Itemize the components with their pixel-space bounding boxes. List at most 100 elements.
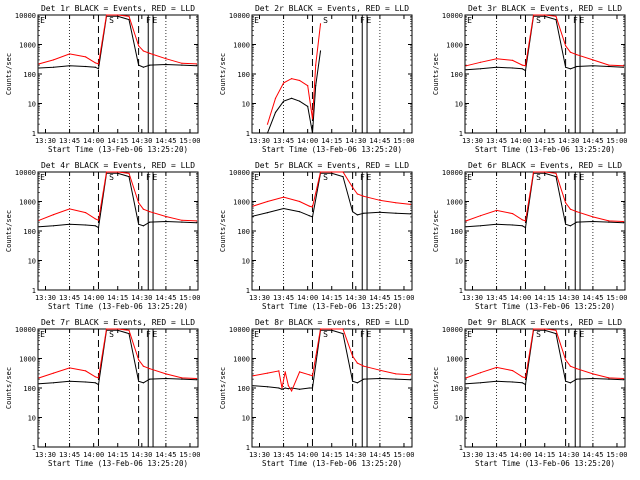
data-point-lld xyxy=(555,15,557,17)
x-tick-label: 14:00 xyxy=(297,294,318,302)
data-point-lld xyxy=(181,377,183,379)
data-point-events xyxy=(608,65,610,68)
data-point-lld xyxy=(311,118,314,120)
data-point-events xyxy=(511,381,514,383)
x-tick-label: 14:15 xyxy=(534,451,555,459)
y-tick-label: 10 xyxy=(242,258,250,266)
x-tick-label: 15:00 xyxy=(393,137,414,145)
axes-frame xyxy=(37,328,199,448)
panel-title: Det 1r BLACK = Events, RED = LLD xyxy=(41,4,195,13)
data-point-events xyxy=(308,387,310,389)
x-tick-label: 14:45 xyxy=(155,137,176,145)
data-point-lld xyxy=(356,362,358,364)
y-tick-label: 10 xyxy=(28,415,36,423)
data-point-lld xyxy=(565,202,567,204)
y-axis-label: Counts/sec xyxy=(219,210,227,252)
data-point-events xyxy=(94,382,96,384)
event-marker-label: E xyxy=(467,16,472,25)
axes-frame xyxy=(464,14,626,134)
data-point-events xyxy=(52,225,55,227)
data-point-events xyxy=(311,387,314,389)
y-tick-label: 100 xyxy=(450,228,463,236)
data-point-events xyxy=(97,384,100,386)
series-line-lld xyxy=(465,328,624,379)
x-tick-label: 14:00 xyxy=(83,137,104,145)
event-marker-label: S xyxy=(536,330,541,339)
data-point-events xyxy=(299,388,301,390)
data-point-lld xyxy=(352,355,354,357)
x-tick-label: 14:00 xyxy=(510,137,531,145)
axes-frame xyxy=(37,171,199,291)
x-tick-label: 14:45 xyxy=(155,294,176,302)
x-tick-label: 13:30 xyxy=(35,451,56,459)
y-tick-label: 10 xyxy=(455,415,463,423)
x-axis-label: Start Time (13-Feb-06 13:25:20) xyxy=(48,145,188,154)
x-tick-label: 13:45 xyxy=(486,137,507,145)
data-point-events xyxy=(128,176,130,178)
x-tick-label: 15:00 xyxy=(606,294,627,302)
data-point-events xyxy=(52,66,55,68)
data-point-lld xyxy=(142,50,144,52)
x-tick-label: 13:30 xyxy=(462,451,483,459)
data-point-events xyxy=(544,15,546,17)
x-tick-label: 14:00 xyxy=(510,451,531,459)
data-point-events xyxy=(128,19,130,21)
axes-frame xyxy=(37,14,199,134)
data-point-lld xyxy=(94,62,96,64)
data-point-events xyxy=(524,384,527,386)
data-point-events xyxy=(592,65,594,67)
data-point-lld xyxy=(52,59,55,61)
data-point-events xyxy=(195,222,197,224)
y-tick-label: 1 xyxy=(459,130,463,138)
data-point-events xyxy=(479,382,482,384)
data-point-events xyxy=(85,65,87,68)
x-tick-label: 14:30 xyxy=(131,451,152,459)
data-point-lld xyxy=(521,64,523,66)
data-point-lld xyxy=(85,56,87,58)
data-point-events xyxy=(319,50,322,52)
series-line-lld xyxy=(465,171,624,222)
y-tick-label: 100 xyxy=(237,385,250,393)
data-point-events xyxy=(117,329,119,331)
data-point-lld xyxy=(608,64,610,66)
data-point-events xyxy=(142,382,144,384)
event-marker-label: E xyxy=(254,330,259,339)
x-tick-label: 14:15 xyxy=(321,451,342,459)
data-point-lld xyxy=(85,212,87,214)
data-point-lld xyxy=(291,390,293,392)
data-point-lld xyxy=(319,23,322,25)
data-point-lld xyxy=(283,196,285,198)
x-tick-label: 14:30 xyxy=(131,294,152,302)
data-point-events xyxy=(299,100,301,102)
data-point-events xyxy=(544,172,546,174)
data-point-events xyxy=(524,70,527,72)
y-tick-label: 10 xyxy=(242,415,250,423)
data-point-lld xyxy=(165,215,167,218)
event-marker-label: S xyxy=(536,173,541,182)
data-point-events xyxy=(363,378,365,380)
y-tick-label: 100 xyxy=(23,71,36,79)
event-marker-label: E xyxy=(152,16,157,25)
y-tick-label: 100 xyxy=(23,228,36,236)
data-point-events xyxy=(38,383,40,385)
x-axis-label: Start Time (13-Feb-06 13:25:20) xyxy=(475,459,615,468)
event-marker-label: E xyxy=(579,330,584,339)
data-point-events xyxy=(352,211,354,213)
x-tick-label: 14:15 xyxy=(534,137,555,145)
event-marker-label: E xyxy=(152,330,157,339)
x-tick-label: 13:45 xyxy=(273,451,294,459)
data-point-lld xyxy=(409,374,411,376)
data-point-lld xyxy=(252,205,254,207)
x-tick-label: 14:45 xyxy=(582,294,603,302)
data-point-lld xyxy=(532,14,535,16)
x-tick-label: 13:30 xyxy=(35,294,56,302)
panel-title: Det 7r BLACK = Events, RED = LLD xyxy=(41,318,195,327)
data-point-lld xyxy=(465,377,467,379)
x-tick-label: 15:00 xyxy=(606,137,627,145)
data-point-lld xyxy=(379,199,381,201)
data-point-events xyxy=(283,100,285,102)
x-tick-label: 14:45 xyxy=(155,451,176,459)
